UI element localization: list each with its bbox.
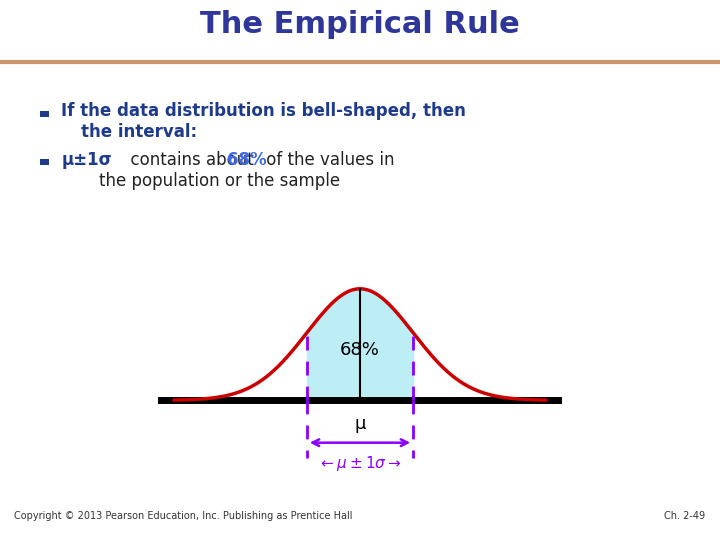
Text: Copyright © 2013 Pearson Education, Inc. Publishing as Prentice Hall: Copyright © 2013 Pearson Education, Inc.… (14, 511, 353, 521)
Text: $\leftarrow\mu\pm1\sigma\rightarrow$: $\leftarrow\mu\pm1\sigma\rightarrow$ (318, 454, 402, 473)
Text: Ch. 2-49: Ch. 2-49 (665, 511, 706, 521)
Text: of the values in: of the values in (261, 151, 394, 168)
Text: μ±1σ: μ±1σ (61, 151, 112, 168)
Text: the interval:: the interval: (81, 123, 197, 141)
Text: contains about: contains about (120, 151, 259, 168)
Bar (40, 111, 49, 117)
Text: μ: μ (354, 415, 366, 433)
Text: the population or the sample: the population or the sample (99, 172, 341, 190)
Text: The Empirical Rule: The Empirical Rule (200, 10, 520, 39)
Text: 68%: 68% (227, 151, 266, 168)
Bar (40, 159, 49, 165)
Text: 68%: 68% (340, 341, 380, 359)
Text: If the data distribution is bell-shaped, then: If the data distribution is bell-shaped,… (61, 102, 466, 120)
